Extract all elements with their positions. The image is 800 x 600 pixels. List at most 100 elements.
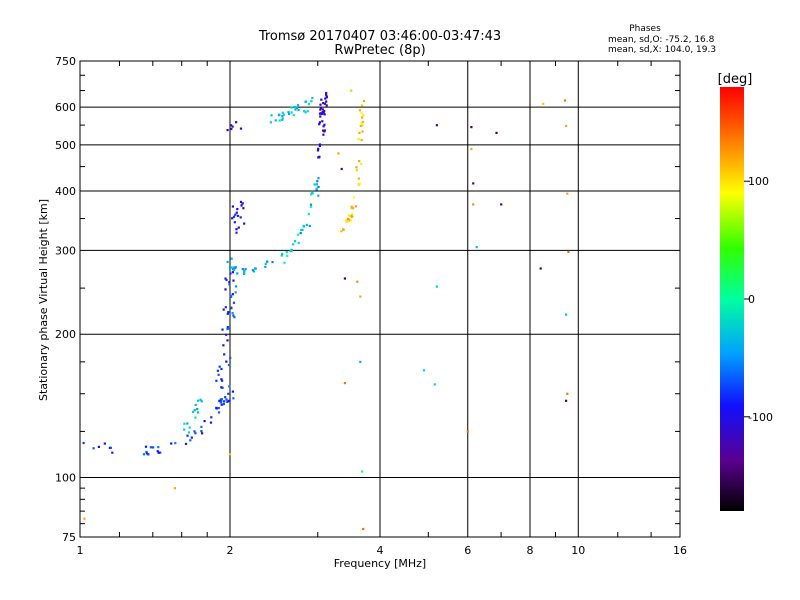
data-point <box>219 401 222 404</box>
data-point <box>224 306 227 309</box>
data-point <box>356 280 359 283</box>
data-points <box>82 89 570 531</box>
data-point <box>229 272 232 275</box>
y-axis: 75 100 200 300 400 500 600 750 <box>55 55 680 544</box>
data-point <box>315 187 318 190</box>
data-point <box>316 180 319 183</box>
data-point <box>157 446 160 449</box>
data-point <box>234 213 237 216</box>
data-point <box>243 269 246 272</box>
data-point <box>183 422 186 425</box>
data-point <box>222 403 225 406</box>
data-point <box>323 110 326 113</box>
data-point <box>243 271 246 274</box>
data-point <box>292 114 295 117</box>
data-point <box>239 127 243 130</box>
data-point <box>358 160 361 163</box>
data-point <box>319 107 323 110</box>
data-point <box>199 398 202 401</box>
data-point <box>266 260 269 263</box>
data-point <box>310 100 313 103</box>
data-point <box>323 129 326 132</box>
data-point <box>350 207 353 210</box>
data-point <box>304 111 307 114</box>
data-point <box>225 398 228 401</box>
data-point <box>217 373 220 376</box>
data-point <box>322 125 325 128</box>
data-point <box>232 397 235 400</box>
data-point <box>269 121 272 124</box>
data-point <box>361 470 364 473</box>
data-point <box>565 124 568 128</box>
data-point <box>358 109 361 112</box>
y-tick-label: 500 <box>55 139 76 152</box>
data-point <box>231 390 234 393</box>
data-point <box>218 399 221 402</box>
data-point <box>193 409 196 412</box>
y-tick-label: 100 <box>55 472 76 485</box>
data-point <box>240 204 243 207</box>
data-point <box>321 120 324 123</box>
x-tick-label: 4 <box>377 544 384 557</box>
data-point <box>289 249 292 252</box>
data-point <box>196 411 200 414</box>
data-point <box>307 103 310 106</box>
data-point <box>229 356 232 360</box>
y-tick-label: 600 <box>55 101 76 114</box>
data-point <box>307 213 310 216</box>
data-point <box>319 103 322 106</box>
data-point <box>470 148 473 151</box>
data-point <box>319 115 322 118</box>
data-point <box>435 285 438 288</box>
data-point <box>244 268 247 271</box>
x-tick-label: 8 <box>527 544 534 557</box>
data-point <box>229 294 232 298</box>
data-point <box>358 182 362 185</box>
colorbar <box>720 87 744 511</box>
data-point <box>251 269 254 272</box>
data-point <box>215 379 218 382</box>
data-point <box>231 217 234 220</box>
data-point <box>355 169 358 172</box>
data-point <box>218 365 221 368</box>
data-point <box>230 257 233 260</box>
data-point <box>271 261 274 264</box>
data-point <box>342 228 345 231</box>
data-point <box>358 131 361 134</box>
data-point <box>318 121 321 124</box>
data-point <box>565 399 568 402</box>
data-point <box>111 451 114 454</box>
data-point <box>236 272 239 275</box>
data-point <box>294 108 297 111</box>
data-point <box>362 114 365 117</box>
data-point <box>203 420 206 423</box>
data-point <box>351 207 355 210</box>
data-point <box>227 363 231 367</box>
data-point <box>264 262 267 265</box>
data-point <box>82 441 85 445</box>
data-point <box>241 268 244 271</box>
data-point <box>340 230 343 233</box>
data-point <box>200 400 203 403</box>
data-point <box>337 152 340 155</box>
data-point <box>357 177 360 180</box>
data-point <box>351 215 354 218</box>
data-point <box>287 112 291 115</box>
data-point <box>362 99 366 103</box>
data-point <box>186 422 189 425</box>
data-point <box>300 228 303 232</box>
data-point <box>303 110 306 113</box>
data-point <box>318 144 321 147</box>
data-point <box>566 392 569 395</box>
data-point <box>226 312 229 315</box>
data-point <box>359 360 362 363</box>
data-point <box>323 102 327 105</box>
data-point <box>243 222 246 225</box>
data-point <box>217 406 220 410</box>
data-point <box>352 196 355 199</box>
data-point <box>194 403 197 406</box>
data-point <box>359 124 362 127</box>
data-point <box>222 308 225 311</box>
data-point <box>232 215 236 218</box>
plot-frame <box>79 60 681 538</box>
